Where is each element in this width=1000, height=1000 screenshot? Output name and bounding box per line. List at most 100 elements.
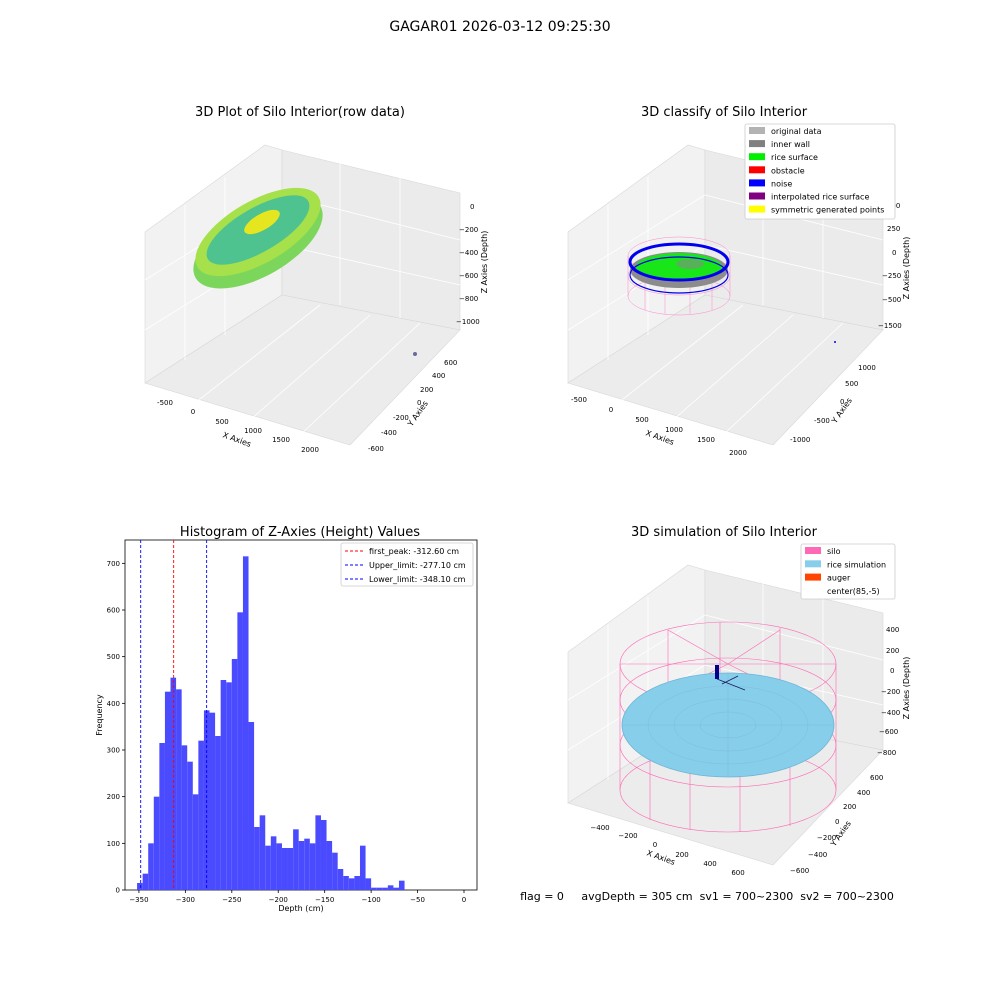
raw-x-tick: 0 <box>191 408 195 416</box>
classify-legend-swatch <box>749 179 765 187</box>
hist-bar <box>365 878 372 890</box>
raw-y-ticks: -600 -400 -200 0 200 400 600 <box>368 359 457 453</box>
hist-y-tick-label: 600 <box>107 607 120 615</box>
simulation-legend-label: rice simulation <box>827 560 886 569</box>
simulation-y-tick: 0 <box>835 818 839 826</box>
classify-y-tick: 0 <box>840 398 844 406</box>
simulation-x-tick: 600 <box>731 869 744 877</box>
classify-y-tick: -1000 <box>790 436 810 444</box>
simulation-auger-arm <box>716 675 746 691</box>
classify-legend-label: noise <box>771 179 792 188</box>
raw-y-tick: 400 <box>432 372 445 380</box>
simulation-rice-mesh <box>622 673 834 777</box>
classify-legend-frame <box>744 123 896 220</box>
raw-x-tick: 2000 <box>301 446 319 454</box>
hist-legend-frame <box>340 542 474 587</box>
hist-bar <box>170 677 177 890</box>
classify-z-tick: −1500 <box>878 322 902 330</box>
hist-bar <box>164 691 171 890</box>
hist-y-tick-label: 500 <box>107 653 120 661</box>
classify-x-tick: 2000 <box>729 449 747 457</box>
classify-z-tick: −250 <box>882 272 901 280</box>
simulation-y-tick: −600 <box>790 867 809 875</box>
hist-legend-label: first_peak: -312.60 cm <box>369 547 459 556</box>
hist-title: Histogram of Z-Axies (Height) Values <box>180 525 420 540</box>
hist-bar <box>187 761 193 890</box>
hist-bar <box>393 887 399 890</box>
classify-legend-label: original data <box>771 127 822 136</box>
simulation-x-tick: 200 <box>675 851 688 859</box>
hist-bar <box>231 659 238 890</box>
hist-bar <box>148 843 154 890</box>
hist-bar <box>337 869 344 890</box>
simulation-x-tick: 0 <box>653 841 657 849</box>
classify-outlier-point <box>834 341 836 343</box>
classify-legend-label: inner wall <box>771 140 810 149</box>
simulation-y-tick: −200 <box>817 834 836 842</box>
raw-x-tick: 1500 <box>272 436 290 444</box>
hist-bar <box>209 712 216 890</box>
simulation-legend-swatch <box>805 573 821 581</box>
hist-bar <box>220 680 227 890</box>
simulation-z-tick: 200 <box>886 647 899 655</box>
hist-bar <box>398 880 405 890</box>
hist-bar <box>237 612 243 890</box>
subplot-raw-title: 3D Plot of Silo Interior(row data) <box>195 105 405 120</box>
classify-legend-items: original data inner wall rice surface obsta… <box>749 127 884 215</box>
hist-bar <box>181 745 188 890</box>
hist-bar <box>226 682 232 890</box>
simulation-legend-label: auger <box>827 574 851 583</box>
simulation-legend-swatch <box>805 547 821 554</box>
classify-x-tick: 1500 <box>697 436 715 444</box>
raw-z-tick: −1000 <box>456 318 480 326</box>
hist-bar <box>387 885 394 890</box>
hist-bar <box>348 878 355 890</box>
hist-y-tick-label: 100 <box>107 840 120 848</box>
hist-bar <box>293 829 299 890</box>
classify-x-tick: 0 <box>609 406 613 414</box>
hist-bar <box>298 841 305 890</box>
raw-outlier-point <box>413 352 417 356</box>
classify-legend-label: obstacle <box>771 166 805 175</box>
hist-vlines <box>140 540 208 890</box>
simulation-auger-body <box>715 665 719 679</box>
simulation-z-tick: −600 <box>879 728 898 736</box>
simulation-z-label: Z Axies (Depth) <box>902 657 911 720</box>
classify-y-tick: 1000 <box>858 364 876 372</box>
raw-x-tick: 1000 <box>244 427 262 435</box>
hist-x-tick-label: −350 <box>129 896 148 904</box>
hist-bar <box>142 873 149 890</box>
hist-bar <box>371 887 377 890</box>
simulation-y-ticks: −600 −400 −200 0 200 400 600 <box>790 774 883 875</box>
raw-z-tick: −600 <box>459 272 478 280</box>
classify-point-cloud <box>628 242 836 343</box>
hist-bar <box>287 848 294 890</box>
simulation-z-tick: 0 <box>890 667 894 675</box>
hist-legend-label: Upper_limit: -277.10 cm <box>369 561 466 570</box>
figure-suptitle: GAGAR01 2026-03-12 09:25:30 <box>389 19 610 35</box>
classify-legend-label: interpolated rice surface <box>771 193 869 202</box>
hist-bar <box>276 843 282 890</box>
hist-x-tick-label: −150 <box>315 896 334 904</box>
hist-legend-label: Lower_limit: -348.10 cm <box>369 575 466 584</box>
raw-x-tick: 500 <box>215 418 228 426</box>
simulation-x-tick: −200 <box>618 832 637 840</box>
hist-bar <box>254 827 260 890</box>
hist-bar <box>304 838 310 890</box>
raw-y-tick: 200 <box>420 386 433 394</box>
hist-y-label: Frequency <box>95 694 104 736</box>
raw-point-cloud <box>193 187 417 356</box>
simulation-x-ticks: −400 −200 0 200 400 600 <box>590 824 744 877</box>
hist-bar <box>215 736 221 890</box>
classify-y-ticks: -1000 -500 0 500 1000 <box>790 364 876 444</box>
classify-legend: original data inner wall rice surface obsta… <box>744 123 896 220</box>
classify-legend-label: rice surface <box>771 153 818 162</box>
hist-bar <box>242 556 249 890</box>
classify-legend-swatch <box>749 153 765 161</box>
simulation-y-tick: 600 <box>870 774 883 782</box>
simulation-z-tick: −800 <box>877 749 896 757</box>
hist-bar <box>376 887 383 890</box>
simulation-y-tick: −400 <box>808 851 827 859</box>
simulation-x-tick: 400 <box>703 860 716 868</box>
